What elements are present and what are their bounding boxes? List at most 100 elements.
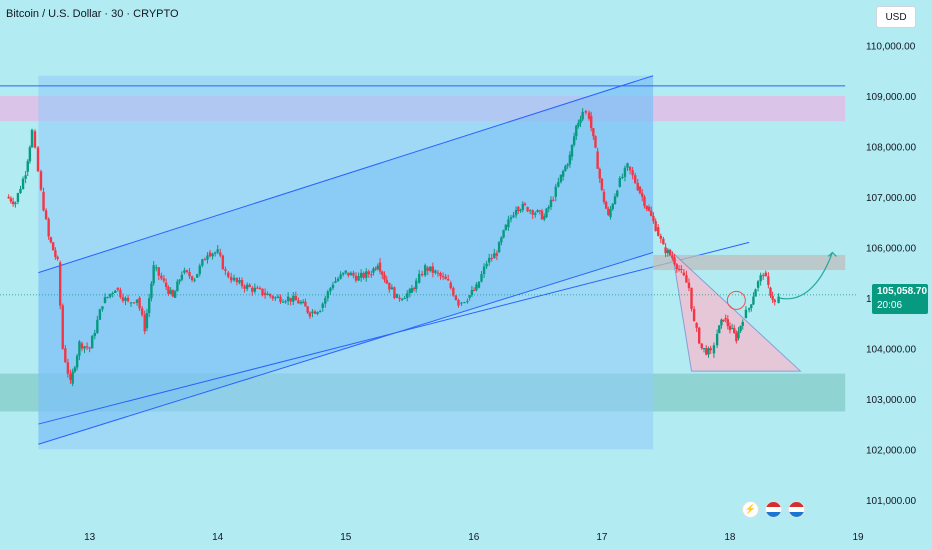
bar-countdown: 20:06 bbox=[877, 300, 903, 311]
candle-body bbox=[517, 206, 520, 212]
candle-body bbox=[160, 275, 163, 279]
currency-button[interactable]: USD bbox=[876, 6, 916, 28]
candle-body bbox=[566, 164, 569, 167]
chart-title: Bitcoin / U.S. Dollar · 30 · CRYPTO bbox=[6, 8, 179, 20]
candle-body bbox=[741, 322, 744, 326]
candle-body bbox=[581, 111, 584, 120]
candle-body bbox=[587, 112, 591, 119]
candle-body bbox=[279, 296, 282, 302]
candle-body bbox=[381, 271, 384, 275]
candle-body bbox=[643, 196, 646, 206]
candle-body bbox=[659, 235, 662, 239]
y-tick-label: 109,000.00 bbox=[866, 92, 916, 103]
candle-body bbox=[36, 147, 40, 172]
candle-body bbox=[261, 288, 264, 295]
candle-body bbox=[538, 210, 541, 212]
candle-body bbox=[51, 242, 55, 251]
candle-body bbox=[602, 191, 606, 202]
candle-body bbox=[410, 288, 414, 293]
candle-body bbox=[54, 250, 57, 257]
candle-body bbox=[609, 209, 612, 218]
ascending-channel bbox=[38, 75, 654, 445]
candle-body bbox=[198, 265, 201, 274]
candle-body bbox=[93, 332, 96, 337]
candle-body bbox=[229, 276, 233, 281]
candle-body bbox=[334, 281, 337, 283]
candle-body bbox=[58, 262, 62, 306]
candle-body bbox=[336, 278, 340, 282]
candle-body bbox=[568, 154, 572, 165]
candle-body bbox=[512, 215, 515, 218]
candle-body bbox=[88, 347, 91, 349]
candle-body bbox=[449, 282, 452, 289]
candle-body bbox=[756, 281, 760, 288]
candle-body bbox=[631, 170, 634, 176]
candle-body bbox=[124, 297, 127, 301]
candle-body bbox=[621, 176, 624, 179]
candle-body bbox=[575, 125, 578, 137]
candle-body bbox=[42, 191, 45, 211]
candle-body bbox=[145, 313, 149, 329]
candle-body bbox=[750, 304, 753, 308]
candle-body bbox=[444, 276, 447, 280]
candle-body bbox=[240, 279, 244, 287]
candle-body bbox=[698, 327, 701, 344]
candle-body bbox=[235, 277, 239, 283]
candle-body bbox=[500, 237, 503, 243]
candle-body bbox=[623, 167, 627, 177]
candle-body bbox=[96, 319, 99, 333]
candle-body bbox=[457, 299, 460, 306]
candle-body bbox=[238, 279, 241, 283]
candle-body bbox=[219, 252, 222, 256]
candle-body bbox=[408, 289, 411, 294]
candle-body bbox=[126, 297, 130, 302]
candle-body bbox=[342, 272, 345, 275]
y-tick-label: 106,000.00 bbox=[866, 243, 916, 254]
candle-body bbox=[188, 271, 191, 277]
candle-body bbox=[613, 196, 617, 205]
candle-body bbox=[668, 249, 672, 256]
candle-body bbox=[395, 293, 399, 298]
candle-body bbox=[638, 186, 642, 194]
candle-body bbox=[114, 290, 117, 293]
us-flag-icon[interactable] bbox=[788, 501, 805, 518]
candle-body bbox=[626, 163, 629, 168]
candle-body bbox=[543, 216, 546, 220]
candle-body bbox=[274, 297, 277, 299]
candle-body bbox=[78, 341, 81, 356]
candle-body bbox=[80, 343, 84, 349]
candle-body bbox=[19, 188, 22, 194]
candle-body bbox=[258, 287, 262, 289]
candle-body bbox=[769, 287, 772, 296]
candle-body bbox=[767, 276, 770, 285]
candle-body bbox=[266, 293, 269, 296]
candle-body bbox=[747, 308, 751, 310]
candle-body bbox=[423, 265, 427, 276]
candle-body bbox=[289, 297, 292, 302]
last-price-tag: 105,058.70 20:06 bbox=[872, 284, 928, 314]
candle-body bbox=[652, 215, 655, 222]
last-price-value: 105,058.70 bbox=[877, 286, 928, 297]
candle-body bbox=[376, 265, 379, 270]
candle-body bbox=[306, 306, 309, 313]
candle-body bbox=[523, 203, 527, 205]
candle-body bbox=[318, 311, 322, 313]
candle-body bbox=[75, 355, 79, 368]
candle-body bbox=[507, 219, 510, 228]
candle-body bbox=[256, 287, 259, 289]
range-rectangle bbox=[38, 75, 654, 450]
candle-body bbox=[30, 129, 34, 148]
candle-body bbox=[497, 242, 501, 253]
candle-body bbox=[649, 210, 653, 216]
candle-body bbox=[354, 275, 358, 281]
candle-body bbox=[662, 238, 665, 245]
candle-body bbox=[193, 279, 196, 281]
lightning-icon[interactable]: ⚡ bbox=[742, 501, 759, 518]
candle-body bbox=[83, 346, 86, 349]
candle-body bbox=[759, 275, 762, 282]
candle-body bbox=[150, 283, 153, 299]
candle-body bbox=[164, 282, 168, 287]
us-flag-icon[interactable] bbox=[765, 501, 782, 518]
candle-body bbox=[116, 287, 120, 290]
